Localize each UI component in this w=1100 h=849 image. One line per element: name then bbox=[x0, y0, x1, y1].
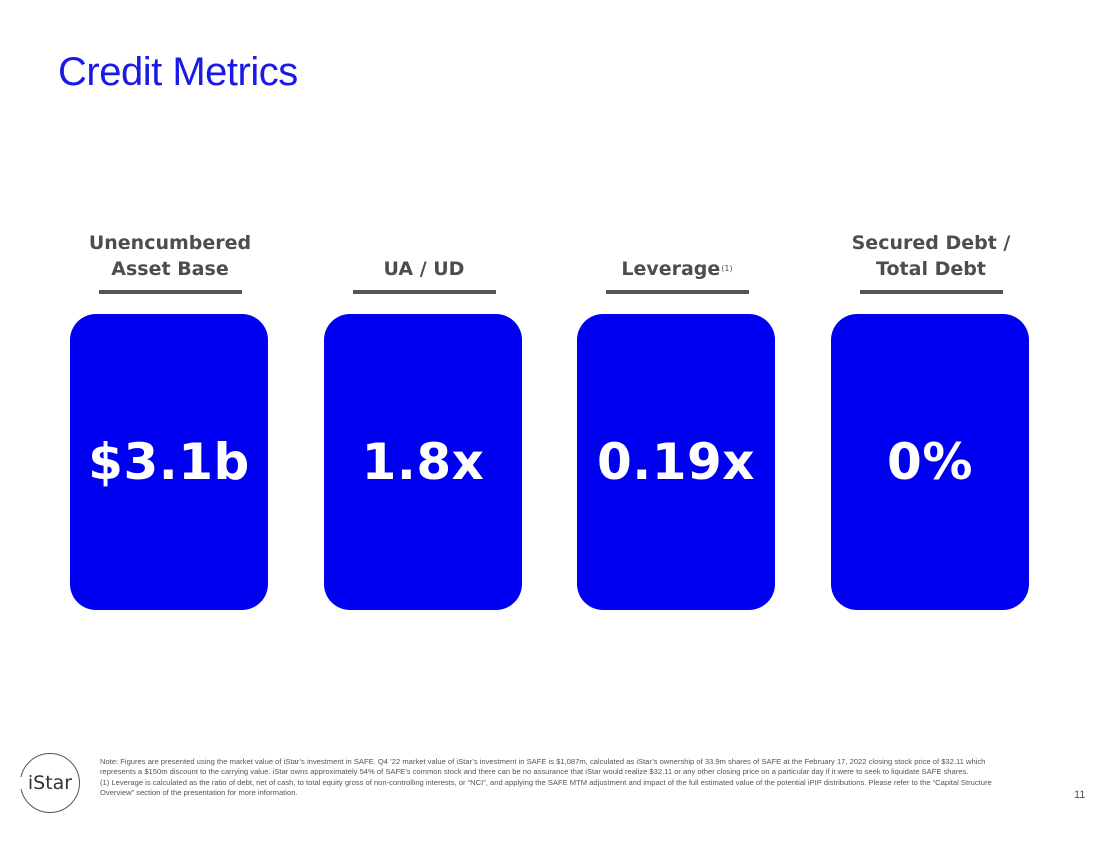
metric-label: Unencumbered Asset Base bbox=[88, 232, 252, 280]
logo-ring-gap bbox=[12, 777, 26, 789]
footnote-note: Note: Figures are presented using the ma… bbox=[100, 757, 986, 777]
metric-label: UA / UD bbox=[383, 258, 465, 280]
footnote-marker: (1) bbox=[721, 264, 733, 273]
metric-value: 0% bbox=[887, 433, 973, 491]
metric-label: Secured Debt / Total Debt bbox=[851, 232, 1011, 280]
istar-logo: iStar bbox=[20, 753, 80, 813]
metric-label: Leverage bbox=[621, 258, 721, 280]
divider bbox=[99, 290, 242, 294]
logo-text: iStar bbox=[27, 772, 73, 794]
page-title: Credit Metrics bbox=[58, 50, 298, 94]
metric-value: 1.8x bbox=[361, 433, 485, 491]
metric-card: 1.8x bbox=[324, 314, 522, 610]
metric-value: $3.1b bbox=[88, 433, 250, 491]
footnotes: Note: Figures are presented using the ma… bbox=[100, 757, 1020, 798]
divider bbox=[860, 290, 1003, 294]
metric-card: $3.1b bbox=[70, 314, 268, 610]
metric-card: 0.19x bbox=[577, 314, 775, 610]
footnote-leverage: (1) Leverage is calculated as the ratio … bbox=[100, 777, 992, 797]
metric-label-wrap: Leverage (1) bbox=[577, 228, 777, 282]
page-number: 11 bbox=[1074, 789, 1086, 801]
metric-card: 0% bbox=[831, 314, 1029, 610]
divider bbox=[353, 290, 496, 294]
metric-value: 0.19x bbox=[596, 433, 756, 491]
divider bbox=[606, 290, 749, 294]
